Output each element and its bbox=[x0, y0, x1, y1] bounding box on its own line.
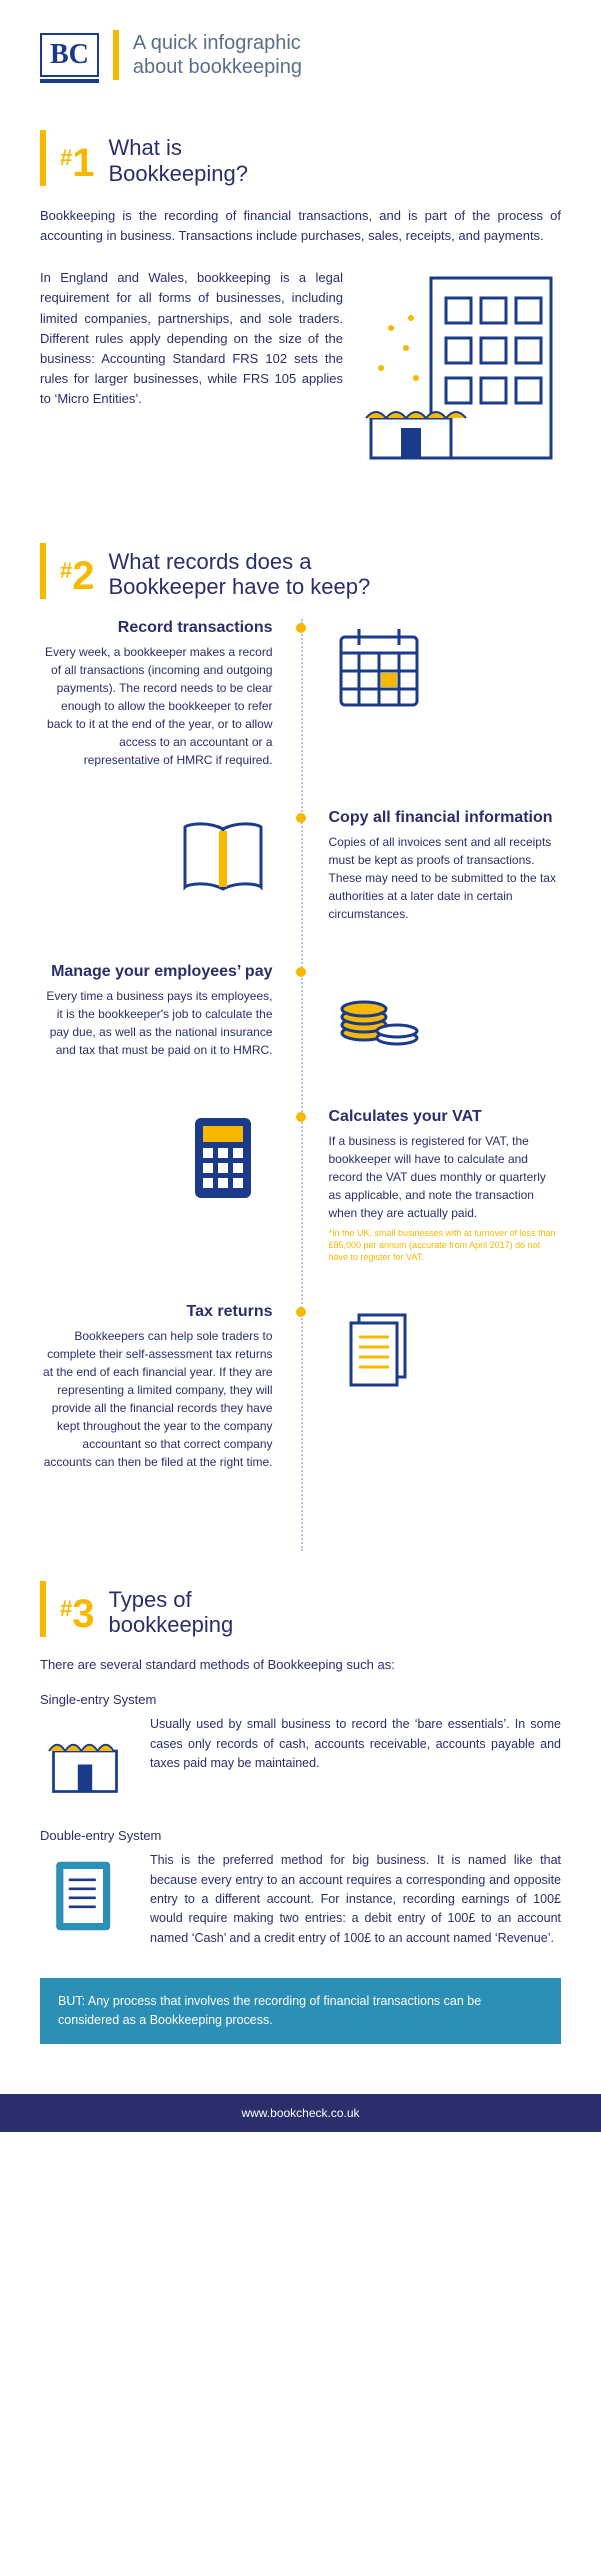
section1-title: What is Bookkeeping? bbox=[109, 135, 248, 186]
timeline-dot bbox=[296, 967, 306, 977]
section1-para2: In England and Wales, bookkeeping is a l… bbox=[40, 268, 343, 409]
coins-icon bbox=[329, 963, 562, 1068]
record-text: Every time a business pays its employees… bbox=[40, 987, 273, 1059]
timeline-dot bbox=[296, 623, 306, 633]
record-text: Bookkeepers can help sole traders to com… bbox=[40, 1327, 273, 1471]
section2-number: #2 bbox=[60, 554, 95, 599]
timeline-item: Copy all financial information Copies of… bbox=[40, 809, 561, 923]
timeline-item: Calculates your VAT If a business is reg… bbox=[40, 1108, 561, 1263]
accent-bar bbox=[40, 543, 46, 599]
records-timeline: Record transactions Every week, a bookke… bbox=[40, 619, 561, 1551]
section3-heading: #3 Types of bookkeeping bbox=[40, 1581, 561, 1637]
type-row: This is the preferred method for big bus… bbox=[40, 1851, 561, 1948]
type-row: Usually used by small business to record… bbox=[40, 1715, 561, 1810]
section1-heading: #1 What is Bookkeeping? bbox=[40, 130, 561, 186]
record-title: Copy all financial information bbox=[329, 809, 562, 827]
types-intro: There are several standard methods of Bo… bbox=[40, 1657, 561, 1672]
section3-number: #3 bbox=[60, 1592, 95, 1637]
timeline-dot bbox=[296, 1307, 306, 1317]
record-note: *In the UK, small businesses with at tur… bbox=[329, 1228, 562, 1263]
page-header: BC A quick infographic about bookkeeping bbox=[40, 30, 561, 80]
building-icon bbox=[361, 268, 561, 493]
document-icon bbox=[329, 1303, 562, 1408]
book-icon bbox=[40, 809, 273, 914]
but-callout: BUT: Any process that involves the recor… bbox=[40, 1978, 561, 2044]
timeline-item: Record transactions Every week, a bookke… bbox=[40, 619, 561, 769]
footer-url: www.bookcheck.co.uk bbox=[241, 2106, 359, 2120]
logo: BC bbox=[40, 33, 99, 77]
page-footer: www.bookcheck.co.uk bbox=[0, 2094, 601, 2132]
record-title: Tax returns bbox=[40, 1303, 273, 1321]
timeline-item: Manage your employees’ pay Every time a … bbox=[40, 963, 561, 1068]
timeline-item: Tax returns Bookkeepers can help sole tr… bbox=[40, 1303, 561, 1471]
calculator-icon bbox=[40, 1108, 273, 1213]
calendar-icon bbox=[329, 619, 562, 724]
type-text: This is the preferred method for big bus… bbox=[150, 1851, 561, 1948]
section1-number: #1 bbox=[60, 141, 95, 186]
accent-bar bbox=[113, 30, 119, 80]
timeline-dot bbox=[296, 1112, 306, 1122]
type-text: Usually used by small business to record… bbox=[150, 1715, 561, 1773]
record-title: Record transactions bbox=[40, 619, 273, 637]
page-title-line2: about bookkeeping bbox=[133, 56, 302, 78]
section1-para1: Bookkeeping is the recording of financia… bbox=[40, 206, 561, 246]
timeline-dot bbox=[296, 813, 306, 823]
section3-title: Types of bookkeeping bbox=[109, 1587, 234, 1638]
record-text: Copies of all invoices sent and all rece… bbox=[329, 833, 562, 923]
record-text: If a business is registered for VAT, the… bbox=[329, 1132, 562, 1222]
page-title-line1: A quick infographic bbox=[133, 32, 301, 54]
section2-heading: #2 What records does a Bookkeeper have t… bbox=[40, 543, 561, 599]
record-text: Every week, a bookkeeper makes a record … bbox=[40, 643, 273, 769]
section1-para2-row: In England and Wales, bookkeeping is a l… bbox=[40, 268, 561, 493]
section2-title: What records does a Bookkeeper have to k… bbox=[109, 549, 371, 600]
accent-bar bbox=[40, 130, 46, 186]
accent-bar bbox=[40, 1581, 46, 1637]
ledger-icon bbox=[40, 1851, 130, 1946]
record-title: Manage your employees’ pay bbox=[40, 963, 273, 981]
shop-icon bbox=[40, 1715, 130, 1810]
type-label: Single-entry System bbox=[40, 1692, 561, 1707]
type-label: Double-entry System bbox=[40, 1828, 561, 1843]
page-title: A quick infographic about bookkeeping bbox=[133, 31, 302, 79]
record-title: Calculates your VAT bbox=[329, 1108, 562, 1126]
